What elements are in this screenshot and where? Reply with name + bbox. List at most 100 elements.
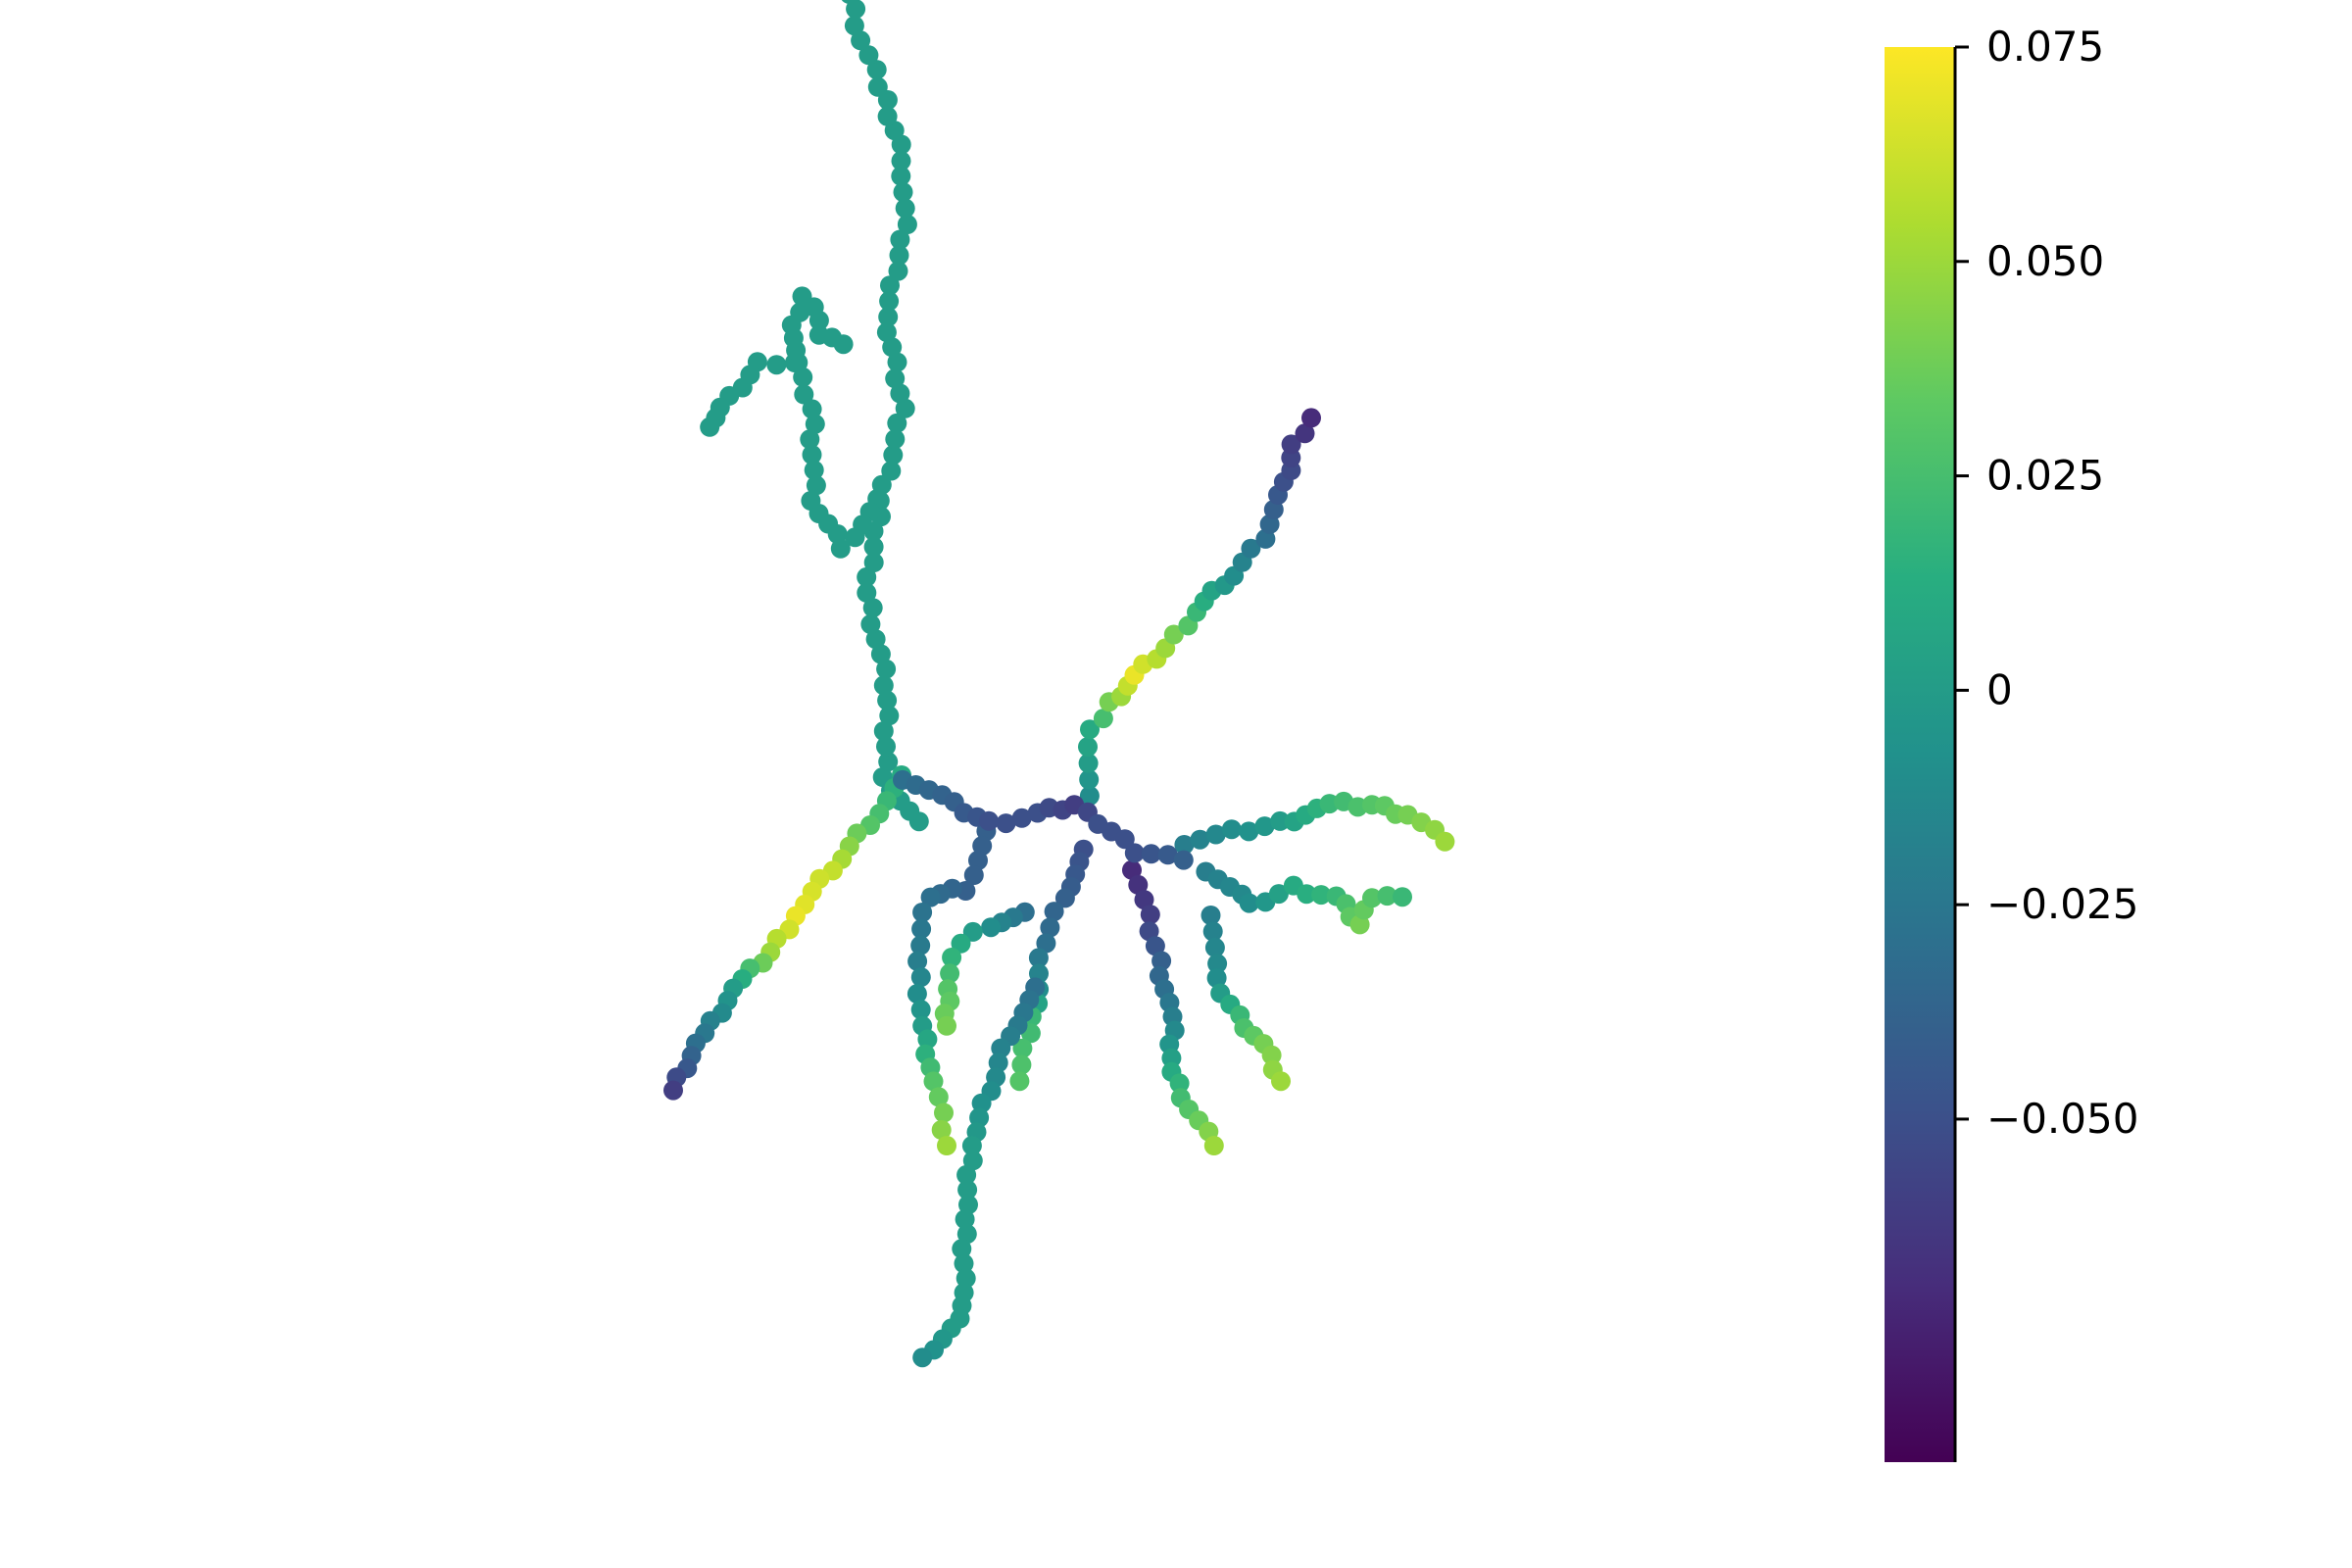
data-point xyxy=(873,675,894,696)
data-point xyxy=(1263,500,1284,519)
data-point xyxy=(1078,737,1098,758)
data-point xyxy=(957,1180,978,1200)
data-point xyxy=(1297,884,1317,905)
data-point xyxy=(867,76,888,97)
data-point xyxy=(1174,835,1195,855)
data-point xyxy=(958,1195,978,1215)
data-point xyxy=(1152,951,1172,971)
data-point xyxy=(1301,408,1321,428)
data-point xyxy=(887,352,907,372)
data-point xyxy=(1311,885,1332,906)
data-point xyxy=(1261,1045,1282,1065)
data-point xyxy=(887,413,907,433)
data-point xyxy=(955,1209,975,1230)
data-point xyxy=(1093,709,1113,729)
data-point xyxy=(1270,810,1291,831)
data-point xyxy=(802,445,822,465)
data-point xyxy=(1202,921,1223,942)
data-point xyxy=(863,537,884,557)
data-point xyxy=(878,752,899,772)
data-point xyxy=(895,198,915,219)
data-point xyxy=(1080,719,1100,740)
data-point xyxy=(910,935,931,956)
data-point xyxy=(885,429,906,450)
data-point xyxy=(881,461,902,481)
data-point xyxy=(931,1120,952,1140)
data-point xyxy=(956,1164,977,1185)
data-point xyxy=(968,851,988,870)
data-point xyxy=(1255,528,1276,549)
data-point xyxy=(906,984,927,1004)
data-point xyxy=(962,921,983,942)
colorbar-tick-label: 0.075 xyxy=(1986,23,2104,71)
data-point xyxy=(1124,843,1145,863)
data-point xyxy=(996,813,1016,834)
data-point xyxy=(1009,1071,1030,1092)
data-point xyxy=(940,963,960,984)
data-point xyxy=(870,644,891,664)
colorbar-tick-label: 0.025 xyxy=(1986,452,2104,500)
data-point xyxy=(857,566,877,587)
data-point xyxy=(888,261,908,281)
data-point xyxy=(910,1000,931,1020)
data-point xyxy=(937,1136,956,1155)
data-point xyxy=(1206,968,1227,988)
data-point xyxy=(1040,917,1060,938)
data-point xyxy=(1161,1048,1182,1068)
data-point xyxy=(1362,888,1382,908)
data-point xyxy=(1173,850,1194,870)
data-point xyxy=(988,1053,1008,1073)
data-point xyxy=(1011,808,1032,828)
data-point xyxy=(907,951,928,971)
data-point xyxy=(893,182,913,203)
data-point xyxy=(1128,874,1149,895)
data-point xyxy=(794,384,814,405)
data-point xyxy=(1140,905,1160,925)
data-point xyxy=(928,1087,949,1107)
data-point xyxy=(804,460,824,480)
data-point xyxy=(876,736,896,757)
data-point xyxy=(1241,538,1261,559)
data-point xyxy=(883,445,904,466)
data-point xyxy=(1203,1136,1224,1155)
data-point xyxy=(1163,624,1184,645)
data-point xyxy=(897,215,917,234)
data-point xyxy=(1145,936,1165,956)
data-point xyxy=(1012,1038,1033,1058)
data-point xyxy=(1204,937,1225,957)
data-point xyxy=(971,1093,992,1113)
colorbar-ticks: 0.075 0.050 0.025 0 −0.025 −0.050 xyxy=(1955,23,2138,1143)
data-point xyxy=(1044,902,1064,922)
data-point xyxy=(917,1029,938,1050)
data-point xyxy=(844,16,864,36)
data-point xyxy=(801,491,821,511)
data-point xyxy=(876,322,897,343)
data-point xyxy=(1239,893,1259,913)
data-point xyxy=(862,598,883,618)
data-point xyxy=(1169,1073,1190,1094)
data-point xyxy=(1157,845,1178,865)
data-point xyxy=(1435,831,1455,852)
data-point xyxy=(961,1136,982,1156)
data-point xyxy=(1134,890,1154,910)
data-point xyxy=(912,903,933,922)
data-point xyxy=(877,106,898,126)
data-point xyxy=(1271,1071,1291,1092)
data-point xyxy=(910,967,931,988)
data-point xyxy=(1393,887,1412,907)
data-point xyxy=(1207,954,1228,974)
data-point xyxy=(956,1268,976,1289)
data-point xyxy=(889,245,909,266)
data-point xyxy=(991,1038,1011,1058)
data-point xyxy=(878,307,899,327)
data-point xyxy=(880,275,900,296)
data-point xyxy=(951,933,971,954)
data-point xyxy=(1205,824,1226,845)
data-point xyxy=(923,1071,944,1092)
data-point xyxy=(981,917,1002,938)
data-point xyxy=(1139,921,1159,942)
data-point xyxy=(882,337,903,358)
data-point xyxy=(1114,829,1135,850)
data-point xyxy=(833,334,854,355)
data-point xyxy=(890,383,910,404)
